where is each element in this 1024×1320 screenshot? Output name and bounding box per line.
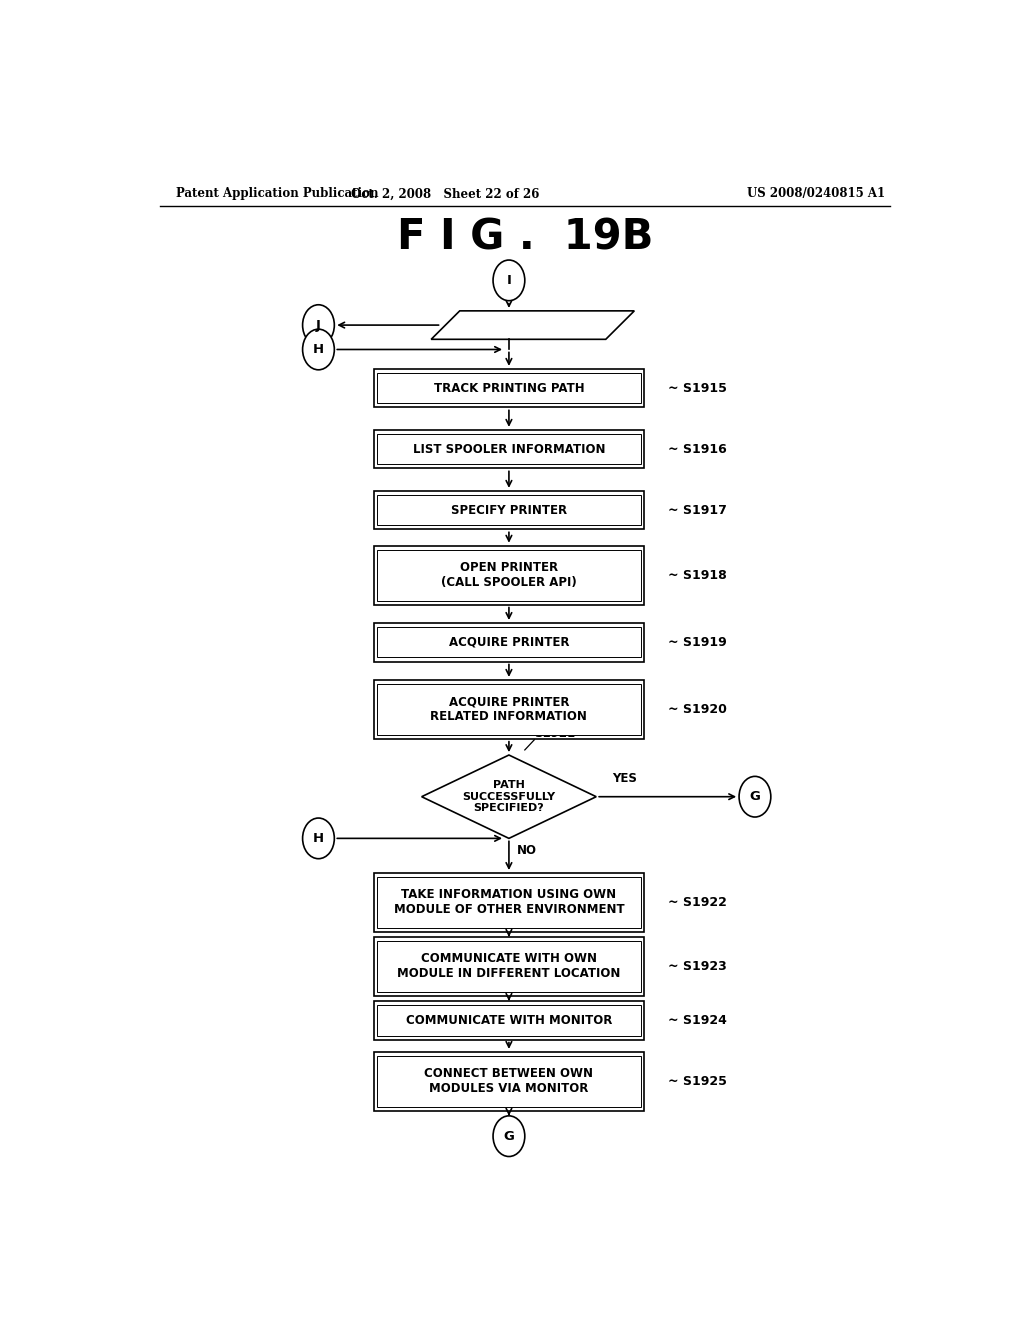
- Bar: [377, 684, 641, 735]
- Text: SPECIFY PRINTER: SPECIFY PRINTER: [451, 503, 567, 516]
- Text: I: I: [507, 273, 511, 286]
- Circle shape: [494, 260, 524, 301]
- Circle shape: [303, 818, 334, 859]
- Bar: [374, 1052, 644, 1110]
- Text: ~ S1922: ~ S1922: [668, 896, 726, 909]
- Text: OPEN PRINTER
(CALL SPOOLER API): OPEN PRINTER (CALL SPOOLER API): [441, 561, 577, 589]
- Text: Patent Application Publication: Patent Application Publication: [176, 187, 378, 201]
- Text: US 2008/0240815 A1: US 2008/0240815 A1: [748, 187, 885, 201]
- Text: G: G: [750, 791, 761, 803]
- Text: ~ S1916: ~ S1916: [668, 442, 726, 455]
- Text: ~ S1925: ~ S1925: [668, 1074, 726, 1088]
- Text: H: H: [313, 343, 324, 356]
- Text: ~ S1924: ~ S1924: [668, 1014, 726, 1027]
- Text: F I G .  19B: F I G . 19B: [396, 216, 653, 259]
- Text: Oct. 2, 2008   Sheet 22 of 26: Oct. 2, 2008 Sheet 22 of 26: [351, 187, 540, 201]
- Text: ~ S1915: ~ S1915: [668, 381, 726, 395]
- Text: ACQUIRE PRINTER: ACQUIRE PRINTER: [449, 636, 569, 648]
- Text: ~ S1919: ~ S1919: [668, 636, 726, 648]
- Text: YES: YES: [612, 771, 637, 784]
- Bar: [374, 1001, 644, 1040]
- Text: NO: NO: [517, 845, 537, 858]
- Bar: [377, 434, 641, 465]
- Polygon shape: [431, 312, 634, 339]
- Bar: [374, 873, 644, 932]
- Bar: [374, 491, 644, 529]
- Circle shape: [494, 1115, 524, 1156]
- Bar: [377, 1005, 641, 1036]
- Bar: [377, 627, 641, 657]
- Text: G: G: [504, 1130, 514, 1143]
- Text: TRACK PRINTING PATH: TRACK PRINTING PATH: [433, 381, 585, 395]
- Bar: [377, 372, 641, 404]
- Bar: [374, 623, 644, 661]
- Bar: [374, 680, 644, 739]
- Bar: [377, 549, 641, 601]
- Text: S1921: S1921: [535, 727, 575, 739]
- Text: J: J: [316, 318, 321, 331]
- Text: H: H: [313, 832, 324, 845]
- Bar: [377, 1056, 641, 1106]
- Text: ~ S1923: ~ S1923: [668, 960, 726, 973]
- Bar: [374, 368, 644, 408]
- Text: CONNECT BETWEEN OWN
MODULES VIA MONITOR: CONNECT BETWEEN OWN MODULES VIA MONITOR: [424, 1068, 594, 1096]
- Text: ACQUIRE PRINTER
RELATED INFORMATION: ACQUIRE PRINTER RELATED INFORMATION: [430, 696, 588, 723]
- Bar: [377, 495, 641, 525]
- Bar: [374, 545, 644, 605]
- Text: LIST SPOOLER INFORMATION: LIST SPOOLER INFORMATION: [413, 442, 605, 455]
- Text: PATH
SUCCESSFULLY
SPECIFIED?: PATH SUCCESSFULLY SPECIFIED?: [463, 780, 555, 813]
- Bar: [374, 430, 644, 469]
- Text: TAKE INFORMATION USING OWN
MODULE OF OTHER ENVIRONMENT: TAKE INFORMATION USING OWN MODULE OF OTH…: [393, 888, 625, 916]
- Text: ~ S1918: ~ S1918: [668, 569, 726, 582]
- Text: COMMUNICATE WITH MONITOR: COMMUNICATE WITH MONITOR: [406, 1014, 612, 1027]
- Bar: [377, 941, 641, 991]
- Bar: [377, 876, 641, 928]
- Circle shape: [739, 776, 771, 817]
- Circle shape: [303, 329, 334, 370]
- Polygon shape: [422, 755, 596, 838]
- Text: COMMUNICATE WITH OWN
MODULE IN DIFFERENT LOCATION: COMMUNICATE WITH OWN MODULE IN DIFFERENT…: [397, 953, 621, 981]
- Circle shape: [303, 305, 334, 346]
- Text: ~ S1917: ~ S1917: [668, 503, 726, 516]
- Text: ~ S1920: ~ S1920: [668, 702, 726, 715]
- Bar: [374, 937, 644, 995]
